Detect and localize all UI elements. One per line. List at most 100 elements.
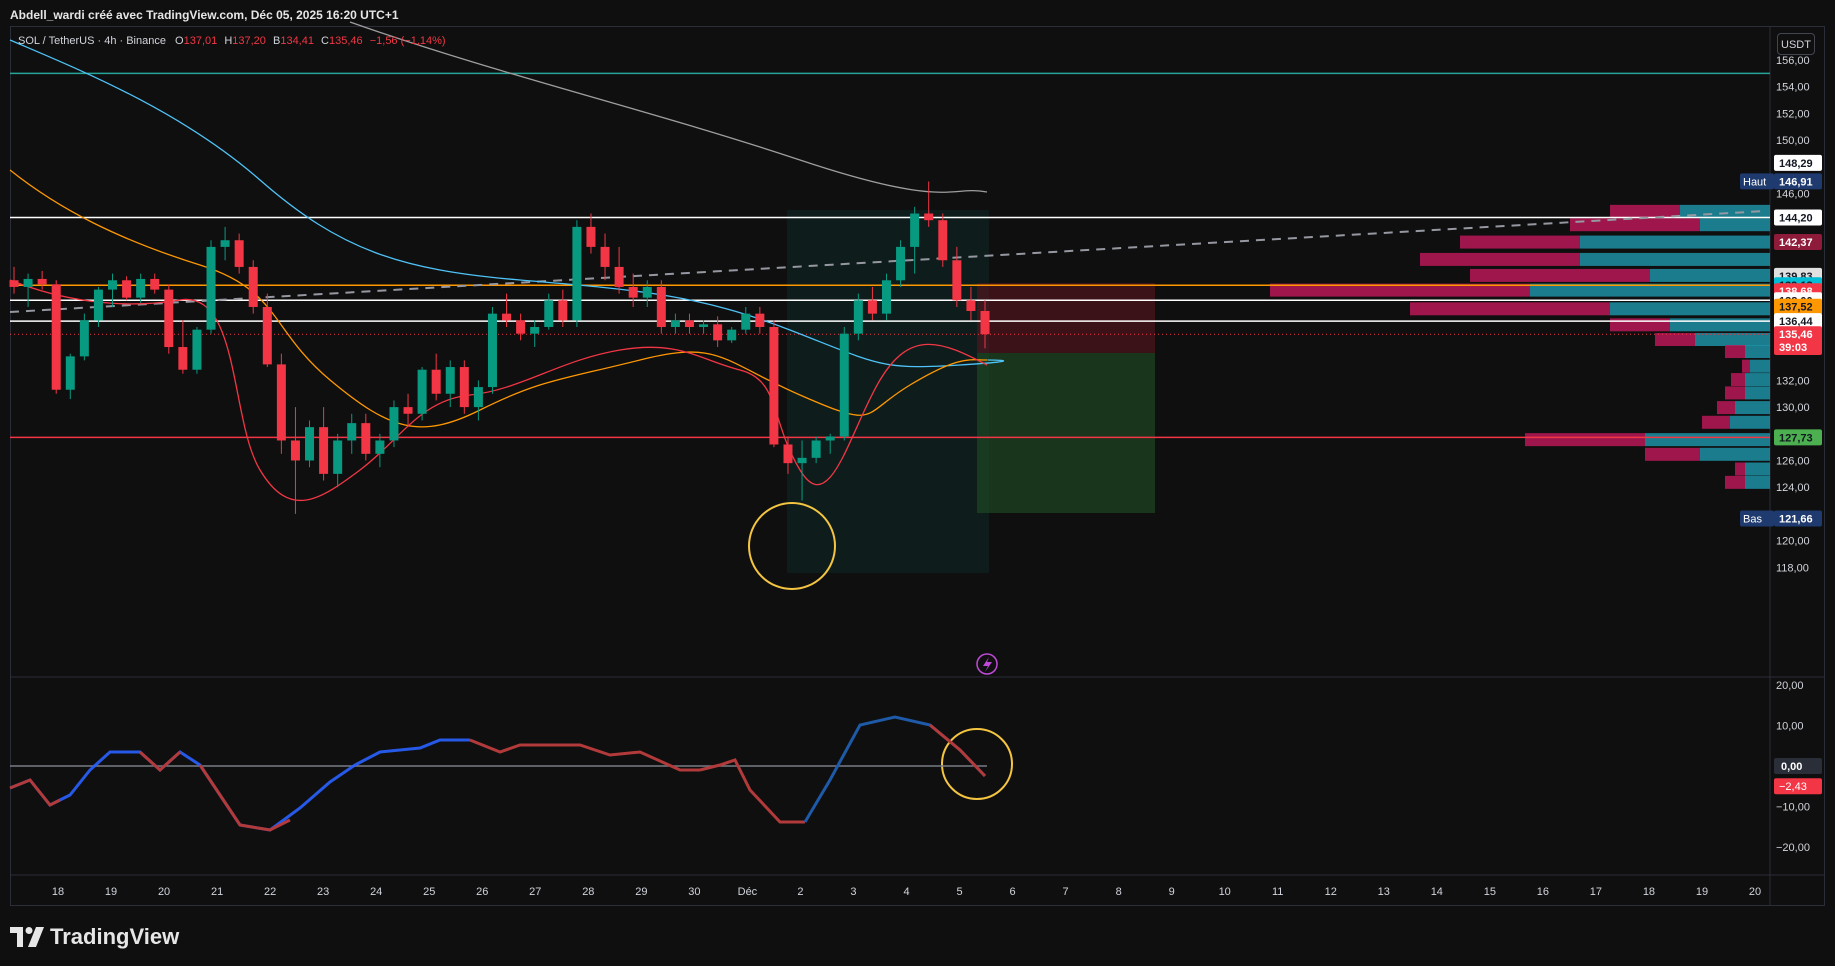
candle-body	[938, 220, 948, 261]
price-label-text: 135,46	[1779, 329, 1813, 341]
currency-unit-button[interactable]: USDT	[1777, 33, 1815, 55]
candle-body	[572, 226, 582, 321]
candle-body	[530, 327, 540, 334]
candle-body	[192, 329, 202, 370]
volume-profile-bar-up	[1680, 204, 1770, 218]
candle-body	[431, 369, 441, 394]
time-axis-tick: 20	[1749, 886, 1761, 898]
candle-body	[544, 300, 554, 327]
candle-body	[164, 289, 174, 348]
price-label-badge	[1774, 209, 1822, 226]
candle-body	[670, 320, 680, 327]
candle-body	[347, 423, 357, 441]
low-value: 134,41	[280, 35, 314, 47]
price-label-badge	[1774, 298, 1822, 315]
candle-body	[614, 266, 624, 287]
time-axis-tick: 29	[635, 886, 647, 898]
candle-body	[93, 289, 103, 321]
chart-frame	[10, 26, 1825, 906]
candle-body	[727, 329, 737, 341]
volume-profile-bar-up	[1735, 401, 1770, 415]
volume-profile-bar-up	[1745, 373, 1770, 387]
indicator-zero-text: 0,00	[1781, 761, 1802, 773]
candle-body	[248, 266, 258, 307]
volume-profile-bar-down	[1655, 333, 1695, 347]
ma-50-line	[9, 169, 988, 428]
volume-profile-bar-up	[1745, 462, 1770, 476]
price-label-badge	[1774, 429, 1822, 446]
indicator-value-badge	[1774, 778, 1822, 795]
candle-body	[741, 313, 751, 330]
candle-body	[445, 367, 455, 394]
time-axis-tick: 8	[1116, 886, 1122, 898]
volume-profile-bar-up	[1645, 433, 1770, 447]
volume-profile-bar-up	[1700, 218, 1770, 232]
price-axis-tick: 146,00	[1776, 189, 1810, 201]
price-label-badge	[1774, 510, 1822, 527]
price-axis-tick: 124,00	[1776, 482, 1810, 494]
volume-profile-bar-up	[1650, 268, 1770, 282]
candle-body	[910, 213, 920, 247]
volume-profile-bar-down	[1725, 386, 1745, 400]
volume-profile-bar-down	[1420, 252, 1580, 266]
price-axis-tick: 132,00	[1776, 375, 1810, 387]
time-axis-tick: Déc	[738, 886, 758, 898]
candle-body	[473, 387, 483, 408]
time-axis-tick: 3	[850, 886, 856, 898]
candle-body	[952, 260, 962, 301]
chart-credit-header: Abdell_wardi créé avec TradingView.com, …	[0, 0, 1835, 26]
candle-body	[839, 333, 849, 437]
time-axis-tick: 9	[1169, 886, 1175, 898]
time-axis-tick: 30	[688, 886, 700, 898]
volume-profile-bar-down	[1735, 462, 1745, 476]
candle-body	[755, 313, 765, 327]
indicator-axis-tick: −20,00	[1776, 842, 1810, 854]
time-axis-tick: 17	[1590, 886, 1602, 898]
oscillator-red-segment	[929, 723, 987, 778]
ma-20-line	[9, 279, 988, 502]
time-axis-tick: 20	[158, 886, 170, 898]
candle-body	[516, 320, 526, 334]
open-value: 137,01	[183, 35, 218, 47]
candle-body	[108, 280, 118, 290]
trend-line	[9, 210, 1766, 313]
candle-body	[150, 278, 160, 290]
candle-body	[896, 246, 906, 281]
volume-profile-bar-up	[1610, 302, 1770, 316]
volume-profile-bar-down	[1270, 283, 1530, 297]
volume-profile-bar-up	[1745, 475, 1770, 489]
volume-profile-bar-up	[1745, 386, 1770, 400]
tradingview-logo-icon	[10, 927, 44, 947]
volume-profile-bar-up	[1750, 359, 1770, 373]
price-label-badge	[1774, 233, 1822, 250]
volume-profile-bar-down	[1460, 235, 1580, 249]
volume-profile-bar-down	[1470, 268, 1650, 282]
candle-body	[459, 367, 469, 408]
annotation-circle	[941, 728, 1013, 800]
candle-body	[305, 427, 315, 461]
candle-body	[333, 440, 343, 474]
candle-body	[403, 407, 413, 414]
candle-body	[881, 280, 891, 314]
time-axis-tick: 4	[903, 886, 909, 898]
candle-body	[656, 286, 666, 327]
volume-profile-bar-down	[1725, 345, 1745, 359]
oscillator-blue-line	[9, 738, 470, 832]
oscillator-red-segment	[9, 778, 61, 807]
symbol-name: SOL / TetherUS · 4h · Binance	[18, 35, 166, 47]
candle-body	[417, 369, 427, 414]
indicator-axis-tick: 20,00	[1776, 680, 1804, 692]
candle-body	[262, 306, 272, 365]
price-label-text: 127,73	[1779, 432, 1813, 444]
candle-body	[713, 324, 723, 341]
symbol-legend: SOL / TetherUS · 4h · Binance O137,01 H1…	[18, 35, 446, 47]
time-axis-tick: 19	[1696, 886, 1708, 898]
candle-body	[783, 444, 793, 464]
indicator-axis-tick: −10,00	[1776, 802, 1810, 814]
price-label-text: 148,29	[1779, 158, 1813, 170]
price-label-text: 137,52	[1779, 302, 1813, 314]
candle-body	[65, 356, 75, 390]
candle-body	[206, 246, 216, 330]
price-label-badge	[1774, 173, 1822, 190]
